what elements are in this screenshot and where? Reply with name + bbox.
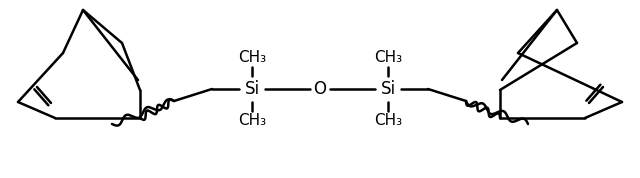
- Text: O: O: [314, 80, 326, 98]
- Text: CH₃: CH₃: [238, 113, 266, 128]
- Text: Si: Si: [244, 80, 260, 98]
- Text: CH₃: CH₃: [374, 50, 402, 65]
- Text: CH₃: CH₃: [238, 50, 266, 65]
- Text: Si: Si: [380, 80, 396, 98]
- Text: CH₃: CH₃: [374, 113, 402, 128]
